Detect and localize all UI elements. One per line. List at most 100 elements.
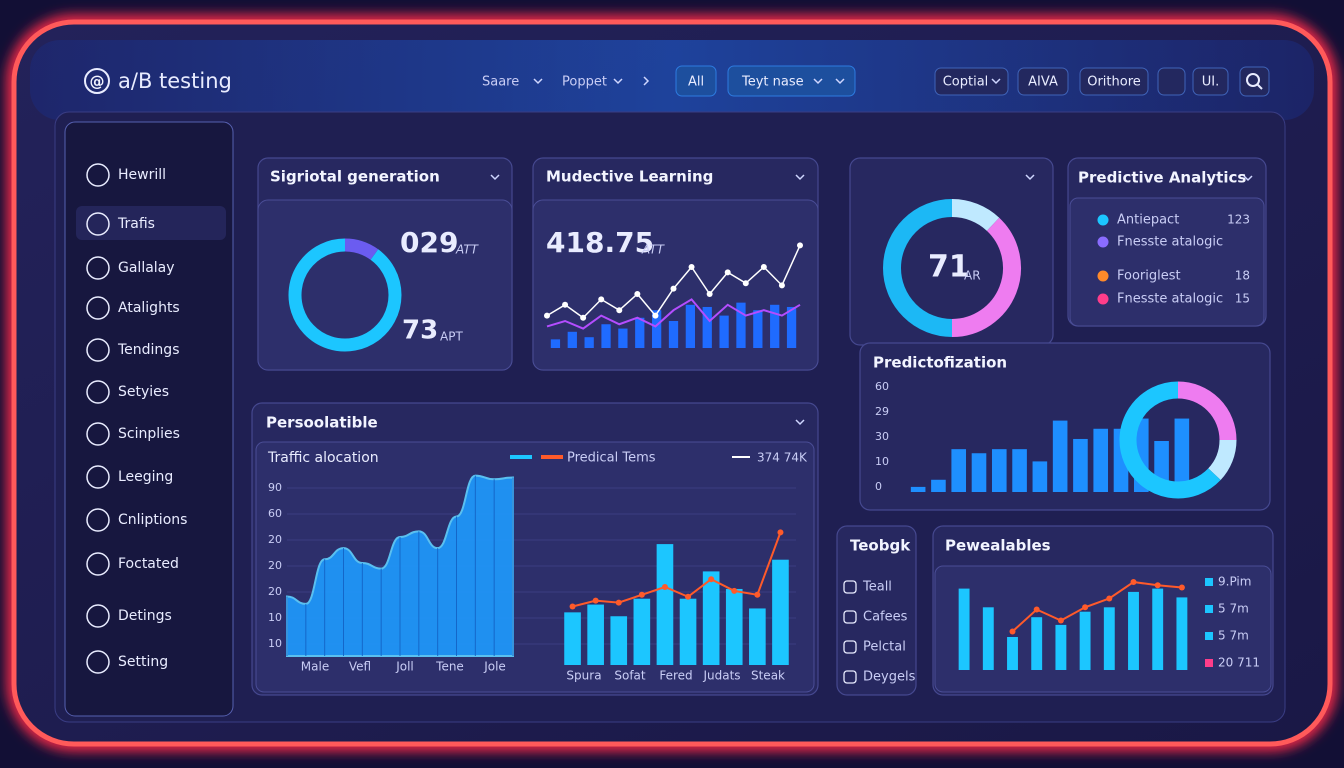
chevron: [1243, 175, 1253, 182]
sidebar-item[interactable]: Tendings: [117, 342, 180, 358]
list-item[interactable]: Cafees: [863, 610, 908, 625]
chevron: [795, 174, 805, 181]
sidebar-icon: [86, 508, 110, 532]
search-button[interactable]: [1239, 66, 1270, 97]
bar: [656, 544, 674, 665]
legend-label: Fnesste atalogic: [1117, 292, 1223, 307]
chevron: [1025, 174, 1035, 181]
sidebar-item[interactable]: Scinplies: [118, 426, 180, 442]
axis-label: 20: [268, 559, 282, 572]
bar: [786, 306, 797, 348]
nav-arrow: [643, 76, 650, 86]
line-point: [685, 593, 692, 600]
chevron: [533, 78, 543, 85]
sidebar-item[interactable]: Leeging: [118, 469, 173, 485]
list-item[interactable]: Deygels: [863, 670, 916, 685]
sidebar-item[interactable]: Setyies: [118, 384, 169, 400]
bar: [567, 331, 577, 348]
line-point: [670, 285, 677, 292]
line-point: [1130, 579, 1137, 585]
list-item[interactable]: Teall: [862, 580, 892, 595]
line: [546, 298, 801, 330]
nav-button[interactable]: [675, 65, 717, 97]
bar: [702, 306, 712, 348]
metric-unit: APT: [440, 330, 463, 344]
nav-menu: Saare: [482, 75, 519, 90]
bar: [587, 604, 604, 665]
bar: [1052, 420, 1068, 492]
sidebar-item[interactable]: Gallalay: [118, 260, 175, 276]
nav-button-label: Teyt nase: [741, 75, 804, 90]
legend-value: 374 74K: [757, 451, 808, 465]
card-title: Persoolatible: [266, 414, 378, 432]
line-point: [688, 264, 695, 270]
metric: 71: [928, 250, 970, 285]
legend-swatch: [1205, 659, 1213, 667]
tool-button[interactable]: [1017, 67, 1069, 96]
list-item[interactable]: Pelctal: [863, 640, 906, 655]
sidebar-icon: [86, 422, 110, 446]
bar: [1012, 449, 1027, 492]
axis-label: 20: [268, 533, 282, 546]
chevron: [813, 78, 823, 85]
sidebar-item[interactable]: Hewrill: [118, 167, 166, 183]
header-bar: [30, 40, 1314, 120]
axis-label: 29: [875, 405, 889, 418]
logo: @: [90, 73, 105, 91]
bar: [753, 310, 763, 348]
app-title: a/B testing: [118, 69, 232, 93]
item-icon: [843, 640, 857, 654]
donut-segment: [1177, 381, 1237, 441]
line-point: [569, 603, 576, 610]
tool-button[interactable]: [1192, 67, 1229, 96]
legend-value: 123: [1227, 213, 1250, 227]
card-title: Predictive Analytics: [1078, 169, 1246, 187]
x-tick-label: Steak: [751, 669, 785, 683]
sidebar-icon: [86, 296, 110, 320]
line-point: [777, 529, 784, 536]
legend-label: 5 7m: [1218, 629, 1249, 643]
axis-label: 0: [875, 480, 882, 493]
chevron: [835, 78, 845, 85]
x-tick-label: Vefl: [349, 660, 371, 674]
axis-label: 10: [268, 611, 282, 624]
axis-label: 60: [268, 507, 282, 520]
bar: [1174, 418, 1190, 492]
metric-unit: AR: [964, 269, 981, 283]
card-body: [1069, 197, 1265, 327]
chevron: [795, 419, 805, 426]
tool-button[interactable]: [1079, 67, 1149, 96]
bar: [564, 612, 581, 665]
sidebar-item[interactable]: Trafis: [117, 216, 155, 232]
sidebar-item[interactable]: Atalights: [118, 300, 180, 316]
axis-label: 10: [268, 637, 282, 650]
tool-button[interactable]: [1157, 67, 1186, 96]
bar: [601, 324, 611, 348]
bar: [772, 559, 789, 665]
sidebar-item[interactable]: Cnliptions: [118, 512, 187, 528]
line-point: [1106, 595, 1113, 602]
logo-ring: [84, 68, 110, 94]
sidebar-icon: [86, 650, 110, 674]
legend-label: 9.Pim: [1218, 575, 1251, 589]
line-point: [1178, 584, 1185, 591]
chevron: [490, 174, 500, 181]
tool-button[interactable]: [934, 67, 1009, 96]
legend-label: Antiepact: [1117, 213, 1179, 228]
sidebar-item[interactable]: Setting: [118, 654, 168, 670]
donut-segment: [1119, 381, 1221, 499]
sidebar-icon: [86, 338, 110, 362]
bar: [610, 616, 628, 665]
legend-swatch: [732, 456, 750, 458]
bar: [1128, 591, 1139, 670]
nav-button-label: All: [688, 75, 704, 90]
sidebar: [64, 121, 234, 717]
sidebar-active: [76, 206, 226, 240]
nav-button[interactable]: [727, 65, 856, 97]
tool-label: AIVA: [1028, 75, 1058, 90]
sidebar-item[interactable]: Detings: [118, 608, 172, 624]
x-tick-label: Spura: [566, 669, 601, 683]
sidebar-item[interactable]: Foctated: [118, 556, 179, 572]
donut-segment: [288, 238, 402, 352]
bar: [982, 607, 994, 670]
